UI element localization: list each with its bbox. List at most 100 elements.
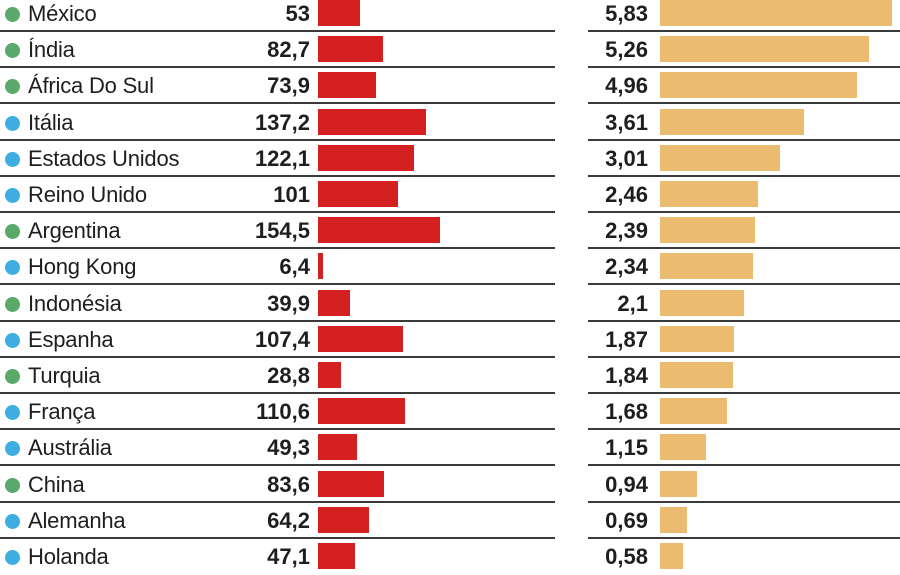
value-label-series-2: 1,15 [605, 435, 648, 461]
bar-series-2 [660, 144, 780, 171]
row-divider [588, 319, 900, 322]
group-dot-icon [5, 115, 20, 131]
row-divider [0, 500, 555, 503]
value-label-series-1: 47,1 [267, 544, 310, 569]
table-row: Espanha 107,4 1,87 [0, 322, 900, 358]
country-label: Holanda [28, 544, 109, 569]
bar-series-1 [318, 398, 406, 425]
group-dot-icon [5, 296, 20, 312]
value-label-series-2: 2,39 [605, 218, 648, 244]
table-row: Alemanha 64,2 0,69 [0, 503, 900, 539]
row-divider [588, 247, 900, 250]
bar-series-1 [318, 0, 360, 26]
row-divider [0, 536, 555, 539]
table-row: Turquia 28,8 1,84 [0, 358, 900, 394]
row-divider [0, 66, 555, 69]
bar-series-1 [318, 325, 403, 352]
country-label: Argentina [28, 218, 121, 244]
bar-series-2 [660, 289, 744, 316]
bar-series-2 [660, 181, 758, 207]
country-label: França [28, 399, 96, 425]
row-divider [0, 392, 555, 394]
bar-series-2 [660, 36, 870, 63]
bar-series-1 [318, 434, 357, 461]
row-divider [0, 30, 555, 32]
bar-series-1 [318, 470, 384, 497]
bar-series-2 [660, 108, 804, 135]
group-dot-icon [5, 441, 20, 457]
bar-series-2 [660, 362, 734, 388]
table-row: Estados Unidos 122,1 3,01 [0, 141, 900, 177]
country-label: Alemanha [28, 507, 126, 533]
row-divider [0, 211, 555, 213]
value-label-series-2: 3,61 [605, 109, 648, 135]
value-label-series-1: 6,4 [279, 254, 310, 280]
country-label: Austrália [28, 435, 112, 461]
country-label: Turquia [28, 363, 101, 388]
table-row: Hong Kong 6,4 2,34 [0, 249, 900, 286]
bar-series-2 [660, 325, 735, 352]
country-label: México [28, 1, 97, 26]
value-label-series-2: 2,34 [605, 254, 648, 280]
bar-series-2 [660, 543, 684, 569]
value-label-series-1: 73,9 [267, 73, 310, 99]
table-row: Indonésia 39,9 2,1 [0, 286, 900, 322]
value-label-series-2: 3,01 [605, 145, 648, 171]
country-label: Reino Unido [28, 182, 147, 207]
country-label: Itália [28, 109, 74, 135]
value-label-series-1: 137,2 [254, 109, 310, 135]
bar-series-1 [318, 72, 377, 99]
bar-series-2 [660, 434, 706, 461]
bar-series-1 [318, 362, 341, 388]
value-label-series-2: 1,87 [605, 326, 648, 352]
row-divider [0, 428, 555, 431]
bar-series-2 [660, 506, 688, 533]
table-row: Argentina 154,5 2,39 [0, 213, 900, 250]
row-divider [0, 355, 555, 358]
group-dot-icon [5, 332, 20, 348]
bar-series-1 [318, 289, 350, 316]
group-dot-icon [5, 550, 20, 565]
value-label-series-1: 122,1 [254, 145, 310, 171]
row-divider [588, 283, 900, 286]
row-divider [588, 102, 900, 105]
bar-series-2 [660, 253, 754, 280]
row-divider [588, 174, 900, 177]
bar-series-1 [318, 253, 324, 280]
group-dot-icon [5, 151, 20, 167]
table-row: Reino Unido 101 2,46 [0, 177, 900, 213]
value-label-series-2: 4,96 [605, 73, 648, 99]
row-divider [588, 138, 900, 141]
bar-series-1 [318, 108, 427, 135]
row-divider [0, 174, 555, 177]
group-dot-icon [5, 224, 20, 240]
value-label-series-1: 154,5 [254, 218, 310, 244]
country-label: África Do Sul [28, 73, 154, 99]
group-dot-icon [5, 79, 20, 95]
value-label-series-2: 5,26 [605, 37, 648, 63]
bar-series-1 [318, 144, 415, 171]
bar-series-2 [660, 398, 727, 425]
bar-series-1 [318, 543, 356, 569]
table-row: Índia 82,7 5,26 [0, 32, 900, 69]
bar-series-2 [660, 470, 698, 497]
value-label-series-2: 2,46 [605, 182, 648, 207]
row-divider [0, 247, 555, 250]
value-label-series-2: 1,84 [605, 363, 648, 388]
country-label: Hong Kong [28, 254, 137, 280]
table-row: África Do Sul 73,9 4,96 [0, 68, 900, 105]
row-divider [588, 536, 900, 539]
row-divider [0, 283, 555, 286]
bar-series-1 [318, 36, 384, 63]
value-label-series-1: 49,3 [267, 435, 310, 461]
group-dot-icon [5, 7, 20, 22]
row-divider [588, 428, 900, 431]
table-row: México 53 5,83 [0, 0, 900, 32]
value-label-series-2: 2,1 [617, 290, 648, 316]
value-label-series-1: 83,6 [267, 471, 310, 497]
group-dot-icon [5, 477, 20, 493]
row-divider [588, 30, 900, 32]
row-divider [588, 392, 900, 394]
value-label-series-1: 64,2 [267, 507, 310, 533]
